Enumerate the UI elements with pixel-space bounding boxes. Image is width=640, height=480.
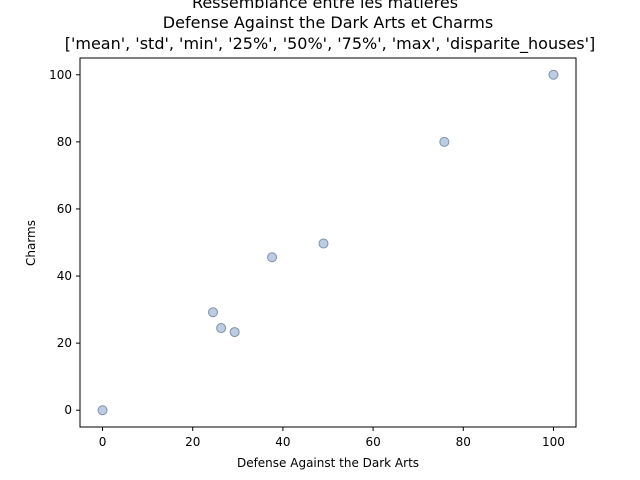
y-tick-label-2: 40 <box>57 269 72 283</box>
title-line-2: Defense Against the Dark Arts et Charms <box>163 13 493 32</box>
data-point-1 <box>208 307 219 318</box>
y-tick-label-4: 80 <box>57 135 72 149</box>
y-axis: 0 20 40 60 80 100 <box>49 68 80 417</box>
x-tick-label-3: 60 <box>365 435 380 449</box>
x-tick-label-2: 40 <box>275 435 290 449</box>
title-line-1: Ressemblance entre les matières <box>192 0 458 12</box>
data-point-0 <box>97 405 108 416</box>
chart-title: Ressemblance entre les matières Defense … <box>65 0 596 54</box>
y-tick-label-0: 0 <box>64 403 72 417</box>
data-point-5 <box>318 238 329 249</box>
data-point-2 <box>216 323 227 334</box>
data-point-4 <box>267 252 278 263</box>
x-axis-label: Defense Against the Dark Arts <box>237 456 419 470</box>
data-point-3 <box>229 327 240 338</box>
data-point-6 <box>439 136 450 147</box>
title-line-3: ['mean', 'std', 'min', '25%', '50%', '75… <box>65 34 596 54</box>
y-tick-label-3: 60 <box>57 202 72 216</box>
y-tick-label-1: 20 <box>57 336 72 350</box>
data-point-7 <box>548 69 559 80</box>
y-axis-label: Charms <box>24 220 38 266</box>
x-axis: 0 20 40 60 80 100 <box>99 427 565 449</box>
plot-area <box>79 57 577 428</box>
x-tick-label-4: 80 <box>456 435 471 449</box>
data-points <box>97 69 559 416</box>
y-tick-label-5: 100 <box>49 68 72 82</box>
x-tick-label-5: 100 <box>542 435 565 449</box>
x-tick-label-1: 20 <box>185 435 200 449</box>
x-tick-label-0: 0 <box>99 435 107 449</box>
